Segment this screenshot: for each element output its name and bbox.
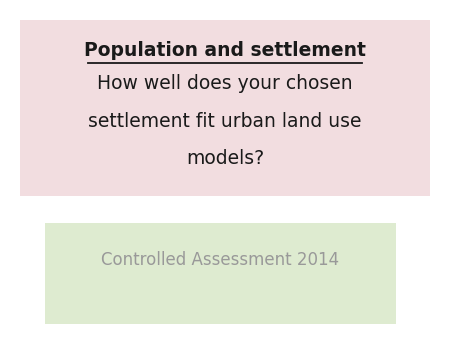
Text: models?: models? bbox=[186, 149, 264, 168]
FancyBboxPatch shape bbox=[20, 20, 430, 196]
Text: settlement fit urban land use: settlement fit urban land use bbox=[88, 112, 362, 130]
Text: Controlled Assessment 2014: Controlled Assessment 2014 bbox=[101, 251, 340, 269]
Text: How well does your chosen: How well does your chosen bbox=[97, 74, 353, 93]
Text: Population and settlement: Population and settlement bbox=[84, 41, 366, 59]
FancyBboxPatch shape bbox=[45, 223, 396, 324]
